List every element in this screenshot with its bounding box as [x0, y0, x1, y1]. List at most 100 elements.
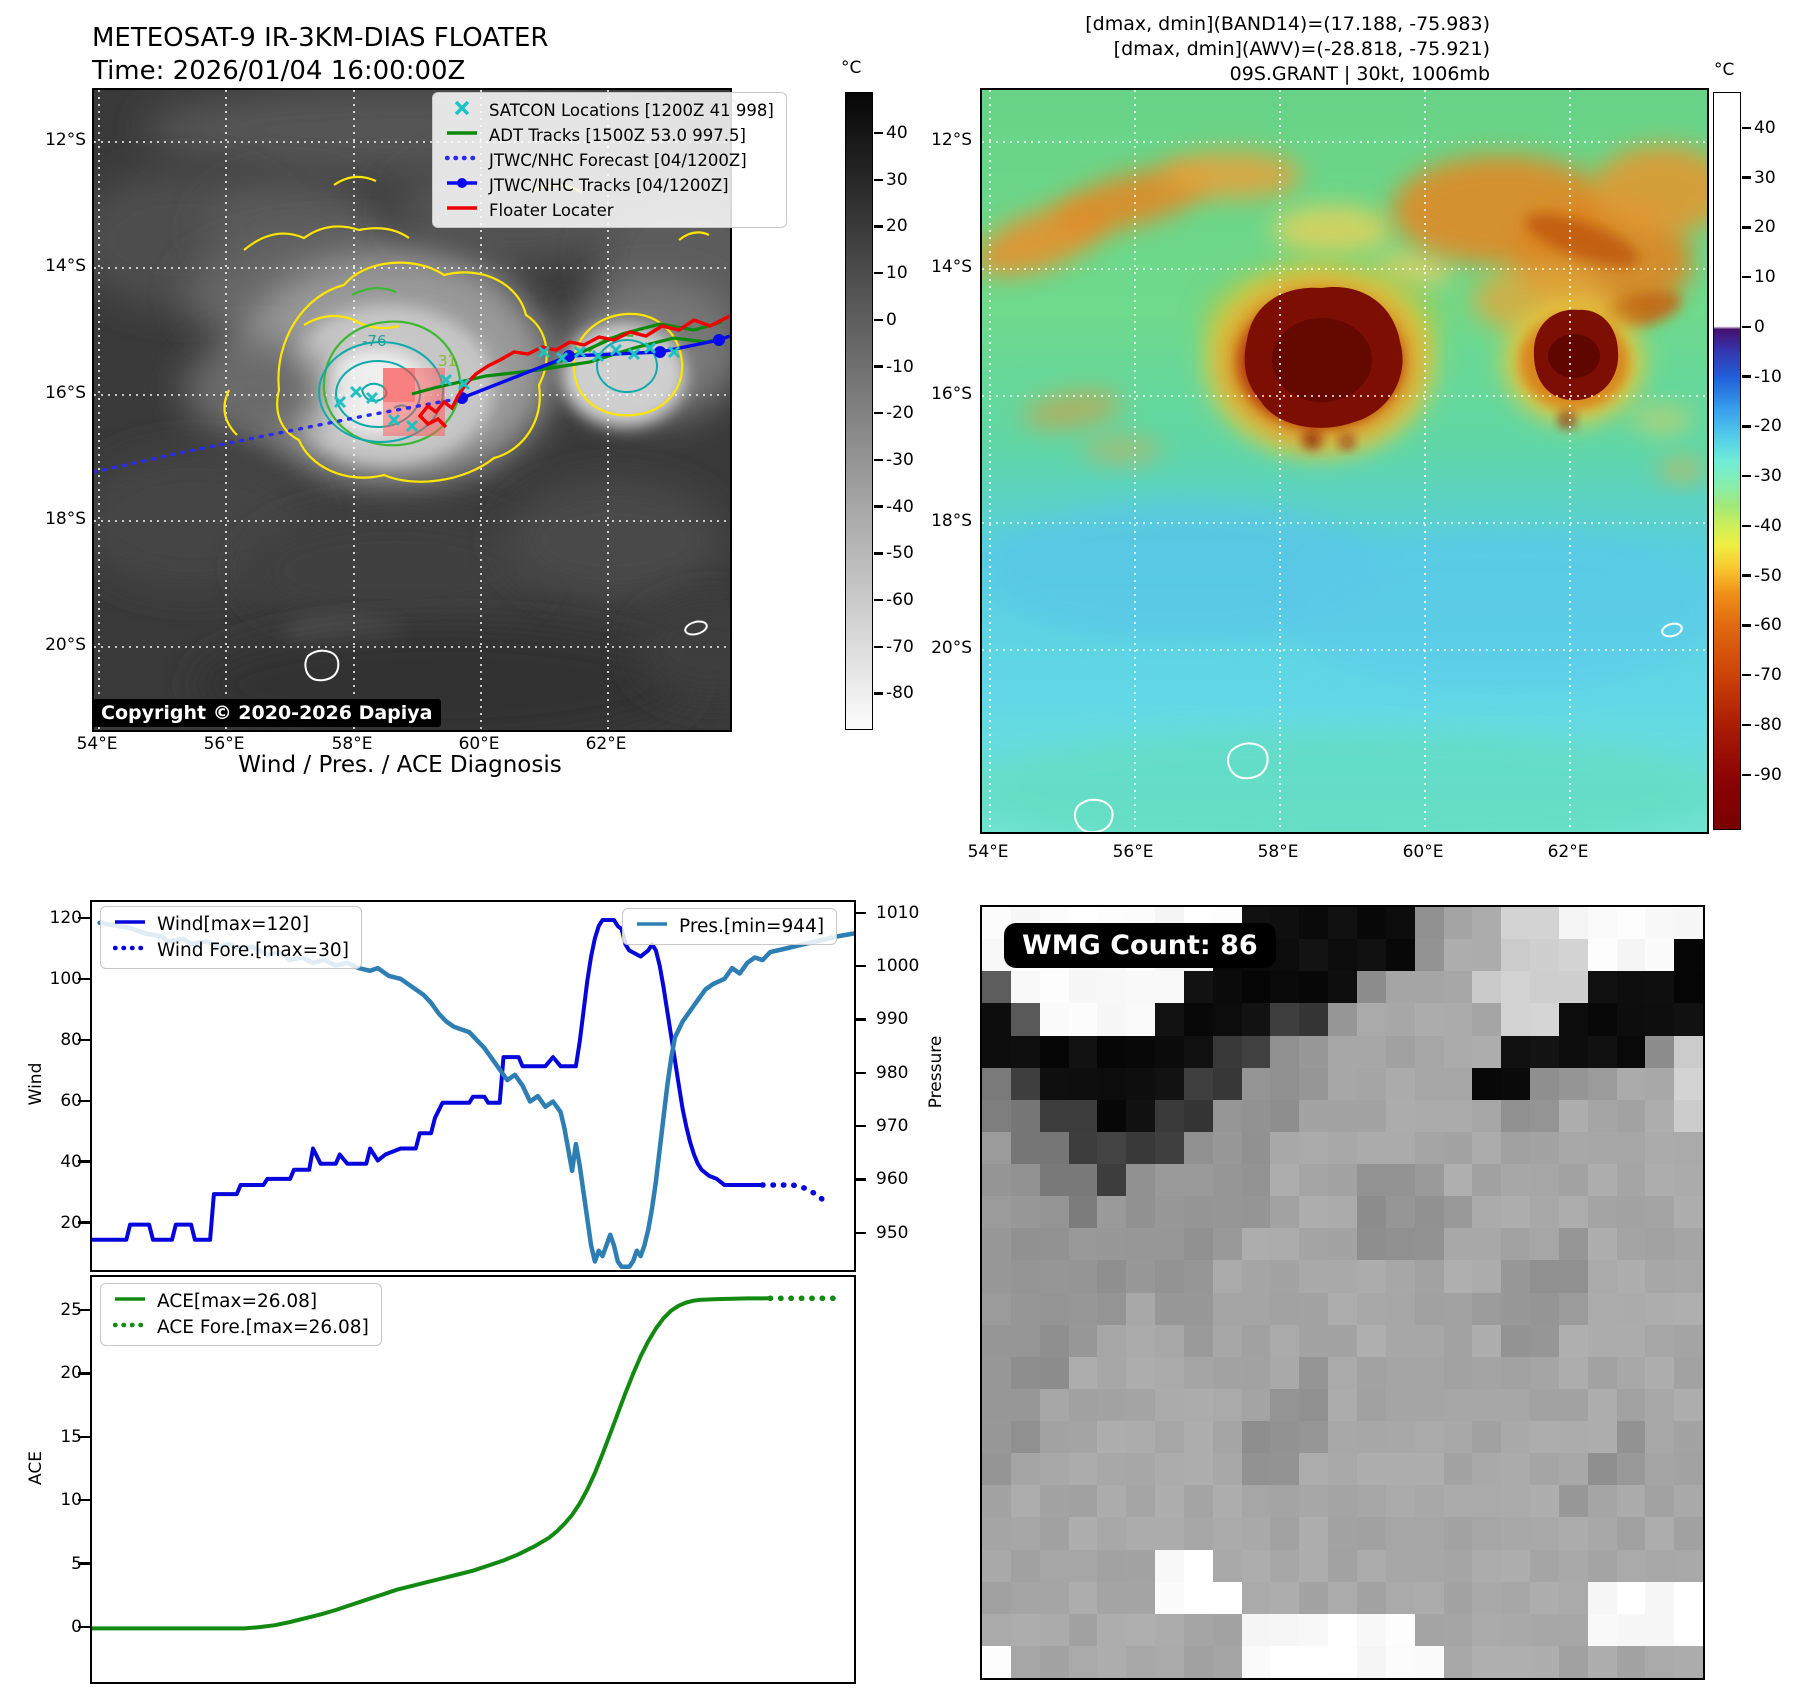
wmg-pixel: [1501, 971, 1531, 1004]
wmg-pixel: [1328, 1421, 1357, 1454]
wmg-pixel: [1212, 1421, 1242, 1454]
wmg-pixel: [982, 1517, 1011, 1550]
wmg-pixel: [1010, 1228, 1040, 1261]
wmg-pixel: [1241, 1228, 1271, 1261]
wmg-pixel: [1097, 1356, 1127, 1389]
wmg-pixel: [1501, 1131, 1531, 1164]
colorbar-right-tick-mark: [1742, 375, 1751, 378]
ace-legend-item-label: ACE[max=26.08]: [157, 1291, 318, 1312]
wmg-pixel: [1443, 1485, 1473, 1518]
wmg-pixel-row: [982, 1164, 1704, 1197]
ace-axis-label: ACE: [26, 1451, 46, 1485]
wind-legend: Wind[max=120] Wind Fore.[max=30]: [100, 906, 362, 969]
colorbar-right-tick-mark: [1742, 773, 1751, 776]
wmg-pixel: [1558, 939, 1588, 972]
wmg-pixel: [1414, 1292, 1444, 1325]
wmg-pixel: [1472, 1292, 1502, 1325]
colorbar-right-tick-mark: [1742, 723, 1751, 727]
ace-ytick: 25: [60, 1299, 82, 1320]
wmg-pixel: [1558, 1581, 1588, 1614]
wmg-pixel: [1385, 1067, 1415, 1100]
wmg-pixel: [1299, 1421, 1329, 1454]
wmg-pixel: [1328, 1549, 1357, 1582]
wmg-pixel: [1385, 1324, 1415, 1357]
series-Wind[max=120]: [90, 918, 765, 1242]
wind-ytick: 40: [60, 1151, 82, 1172]
wmg-pixel: [1616, 1099, 1646, 1132]
colorbar-right: [1713, 92, 1741, 830]
wmg-pixel: [1299, 1324, 1329, 1357]
colorbar-right-unit: °C: [1714, 60, 1735, 80]
wmg-pixel: [1155, 1067, 1184, 1100]
wmg-pixel: [1241, 1164, 1271, 1197]
wmg-pixel: [1328, 1613, 1357, 1646]
colorbar-right-tick-mark: [1742, 624, 1751, 627]
wind-legend-item-swatch: [113, 914, 147, 935]
wmg-pixel: [1414, 1260, 1444, 1293]
wmg-pixel: [1299, 971, 1329, 1004]
wmg-pixel: [1241, 1645, 1271, 1678]
wmg-pixel: [1587, 1003, 1617, 1036]
wmg-pixel: [1385, 907, 1415, 940]
wmg-pixel-row: [982, 1131, 1704, 1164]
wmg-pixel: [1558, 1549, 1588, 1582]
wmg-pixel: [1183, 1035, 1213, 1068]
wmg-pixel: [1097, 1517, 1127, 1550]
wmg-pixel: [1328, 1260, 1357, 1293]
map-legend-item: Floater Locater: [445, 200, 774, 220]
wmg-pixel: [1530, 1581, 1559, 1614]
wmg-pixel: [1126, 1067, 1156, 1100]
pressure-legend: Pres.[min=944]: [622, 908, 838, 945]
wmg-pixel: [1385, 1099, 1415, 1132]
wmg-pixel: [982, 1581, 1011, 1614]
lon-tick-right-map: 60°E: [1402, 842, 1444, 862]
wmg-pixel: [1010, 1196, 1040, 1229]
wmg-pixel: [1270, 1517, 1300, 1550]
wmg-pixel-row: [982, 1356, 1704, 1389]
lon-tick-left-map: 62°E: [585, 734, 627, 754]
wmg-pixel: [1443, 1388, 1473, 1421]
wmg-pixel: [1010, 1549, 1040, 1582]
wmg-pixel: [1010, 1485, 1040, 1518]
wmg-pixel: [1501, 1388, 1531, 1421]
wmg-pixel: [1183, 1196, 1213, 1229]
wmg-pixel: [1530, 939, 1559, 972]
map-legend-item: JTWC/NHC Tracks [04/1200Z]: [445, 175, 774, 195]
colorbar-right-tick: -40: [1754, 515, 1782, 536]
wmg-pixel: [1155, 1035, 1184, 1068]
wmg-pixel: [1299, 1164, 1329, 1197]
wmg-pixel: [1414, 907, 1444, 940]
wmg-pixel: [1530, 1517, 1559, 1550]
wmg-pixel: [1443, 1003, 1473, 1036]
wmg-pixel: [1097, 1645, 1127, 1678]
wmg-pixel: [1356, 1228, 1386, 1261]
wind-forecast-legend-item: Wind Fore.[max=30]: [112, 940, 349, 961]
wmg-pixel: [1501, 1453, 1531, 1486]
wmg-pixel: [1472, 1581, 1502, 1614]
wmg-pixel: [1097, 1099, 1127, 1132]
wmg-pixel: [1558, 1228, 1588, 1261]
wmg-pixel: [1414, 939, 1444, 972]
wmg-pixel: [1299, 939, 1329, 972]
wmg-pixel: [1385, 1388, 1415, 1421]
wmg-pixel: [1616, 1613, 1646, 1646]
wmg-pixel: [1501, 1260, 1531, 1293]
wmg-pixel: [1270, 1099, 1300, 1132]
wmg-pixel: [1299, 1067, 1329, 1100]
wmg-pixel: [1155, 1131, 1184, 1164]
wmg-pixel: [982, 1453, 1011, 1486]
wmg-pixel: [1530, 971, 1559, 1004]
wmg-pixel: [1126, 1356, 1156, 1389]
wmg-pixel: [1183, 1099, 1213, 1132]
wmg-pixel: [1674, 1356, 1704, 1389]
wmg-pixel: [1183, 1388, 1213, 1421]
wmg-pixel: [1587, 1613, 1617, 1646]
colorbar-left-tick: 10: [886, 263, 908, 284]
wmg-pixel: [1212, 1356, 1242, 1389]
ace-ytick-mark: [78, 1498, 90, 1502]
wmg-pixel: [1414, 971, 1444, 1004]
jtwc-forecast-track: [92, 396, 464, 474]
colorbar-right-tick-mark: [1742, 325, 1751, 329]
wmg-pixel: [1212, 1324, 1242, 1357]
wmg-pixel: [1241, 1035, 1271, 1068]
